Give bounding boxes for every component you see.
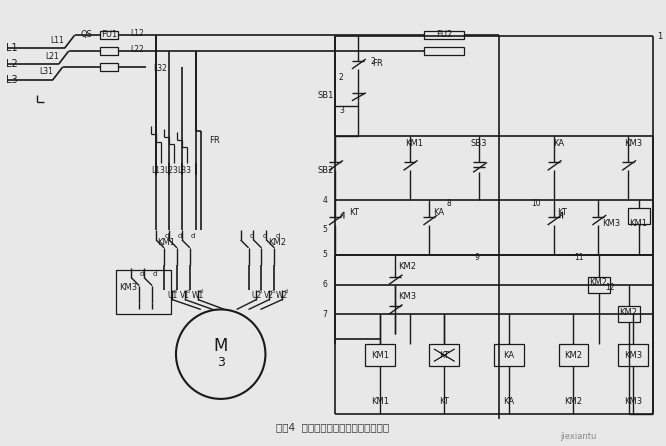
- Bar: [101, 31, 119, 39]
- Text: 3: 3: [216, 355, 224, 369]
- Text: V2: V2: [264, 291, 274, 300]
- Text: W2: W2: [276, 291, 288, 300]
- Text: KA: KA: [503, 351, 514, 359]
- Text: QS: QS: [81, 30, 93, 39]
- Text: KM3: KM3: [624, 351, 642, 359]
- Text: L21: L21: [45, 52, 59, 61]
- Text: U1: U1: [167, 291, 177, 300]
- Text: M: M: [214, 337, 228, 355]
- Text: KA: KA: [434, 207, 444, 217]
- Text: 4: 4: [322, 196, 327, 205]
- Text: FU1: FU1: [101, 30, 117, 39]
- Text: L2: L2: [6, 59, 18, 69]
- Text: 7: 7: [322, 310, 327, 319]
- Text: FR: FR: [372, 59, 382, 69]
- Text: SB1: SB1: [317, 91, 334, 100]
- Text: KM3: KM3: [624, 397, 642, 406]
- Text: 3: 3: [339, 106, 344, 115]
- Bar: [365, 344, 395, 366]
- Text: KM2: KM2: [268, 238, 286, 248]
- Text: 2: 2: [371, 57, 376, 66]
- Text: KM2: KM2: [619, 308, 637, 317]
- Bar: [424, 31, 464, 39]
- Text: KT: KT: [440, 397, 450, 406]
- Text: 6: 6: [322, 280, 327, 289]
- Text: d: d: [186, 289, 190, 294]
- Text: 5: 5: [322, 250, 327, 259]
- Text: d: d: [153, 271, 157, 277]
- Bar: [117, 270, 171, 314]
- Text: 10: 10: [531, 198, 541, 208]
- Text: d: d: [165, 233, 169, 239]
- Text: KM3: KM3: [398, 292, 417, 301]
- Text: KM3: KM3: [624, 139, 642, 148]
- Bar: [424, 47, 464, 55]
- Text: U2: U2: [251, 291, 262, 300]
- Text: KA: KA: [503, 397, 514, 406]
- Text: d: d: [249, 233, 254, 239]
- Bar: [494, 344, 523, 366]
- Text: 5: 5: [322, 226, 327, 235]
- Text: L12: L12: [131, 29, 144, 38]
- Text: jiexiantu: jiexiantu: [560, 432, 597, 441]
- Text: KM3: KM3: [119, 283, 137, 292]
- Text: FU2: FU2: [436, 30, 452, 39]
- Text: d: d: [262, 233, 266, 239]
- Text: KM1: KM1: [157, 238, 175, 248]
- Text: d: d: [275, 233, 280, 239]
- Bar: [618, 306, 640, 322]
- Text: L1: L1: [6, 43, 18, 53]
- Text: 2: 2: [339, 74, 344, 83]
- Text: d: d: [283, 289, 287, 294]
- Text: L33: L33: [177, 166, 191, 175]
- Text: KM2: KM2: [398, 262, 417, 271]
- Bar: [628, 208, 650, 224]
- Bar: [101, 63, 119, 71]
- Text: KM1: KM1: [406, 139, 424, 148]
- Text: L13: L13: [151, 166, 165, 175]
- Text: KT: KT: [557, 207, 567, 217]
- Text: L31: L31: [39, 67, 53, 76]
- Text: d: d: [178, 233, 182, 239]
- Text: KM1: KM1: [371, 397, 389, 406]
- Text: KM2: KM2: [565, 351, 583, 359]
- Text: d: d: [258, 289, 262, 294]
- Text: 9: 9: [474, 253, 479, 262]
- Text: d: d: [173, 289, 177, 294]
- Text: KT: KT: [440, 351, 450, 359]
- Text: d: d: [199, 289, 203, 294]
- Text: L32: L32: [153, 65, 167, 74]
- Text: 12: 12: [605, 283, 615, 292]
- Text: 8: 8: [447, 198, 452, 208]
- Text: L3: L3: [6, 75, 18, 85]
- Text: d: d: [190, 233, 195, 239]
- Text: d: d: [140, 271, 145, 277]
- Bar: [101, 47, 119, 55]
- Text: L11: L11: [50, 36, 64, 45]
- Text: 附图4  时间继电器控制双速电机线路图: 附图4 时间继电器控制双速电机线路图: [276, 422, 390, 432]
- Text: KM2: KM2: [589, 278, 607, 287]
- Text: KT: KT: [349, 207, 359, 217]
- Text: W1: W1: [192, 291, 204, 300]
- Text: 1: 1: [657, 32, 662, 41]
- Text: d: d: [270, 289, 274, 294]
- Text: 11: 11: [573, 253, 583, 262]
- Text: SB3: SB3: [471, 139, 488, 148]
- Text: KM1: KM1: [371, 351, 389, 359]
- Text: L23: L23: [164, 166, 178, 175]
- Text: KA: KA: [553, 139, 564, 148]
- Text: KM3: KM3: [602, 219, 621, 227]
- Text: KM2: KM2: [565, 397, 583, 406]
- Bar: [430, 344, 460, 366]
- Text: SB2: SB2: [317, 166, 334, 175]
- Text: KM1: KM1: [629, 219, 647, 227]
- Bar: [618, 344, 648, 366]
- Bar: [588, 277, 610, 293]
- Text: V1: V1: [180, 291, 190, 300]
- Bar: [559, 344, 588, 366]
- Text: FR: FR: [208, 136, 220, 145]
- Text: L22: L22: [131, 45, 144, 54]
